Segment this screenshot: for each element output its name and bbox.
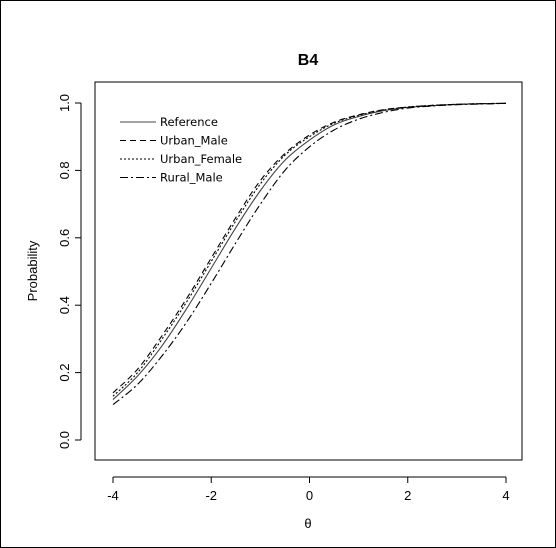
- chart-title: B4: [298, 52, 319, 69]
- x-tick-label: 0: [306, 488, 313, 503]
- x-tick-label: 2: [404, 488, 411, 503]
- y-tick-label: 0.4: [57, 296, 72, 314]
- x-tick-label: -2: [205, 488, 217, 503]
- legend-label: Reference: [160, 115, 218, 129]
- y-tick-label: 0.8: [57, 161, 72, 179]
- legend-label: Urban_Male: [160, 134, 228, 148]
- series-lines: [112, 102, 507, 406]
- legend: Reference Urban_Male Urban_Female Rural_Mal…: [120, 115, 242, 185]
- series-line-rural-male: [112, 102, 507, 406]
- series-line-reference: [112, 102, 507, 400]
- y-axis-label: Probability: [25, 240, 40, 301]
- y-tick-label: 0.2: [57, 364, 72, 382]
- legend-label: Urban_Female: [160, 152, 242, 166]
- y-tick-label: 1.0: [57, 94, 72, 112]
- plot-area: [94, 81, 523, 461]
- x-tick-label: 4: [502, 488, 509, 503]
- y-tick-label: 0.6: [57, 229, 72, 247]
- legend-label: Rural_Male: [160, 171, 223, 185]
- x-tick-label: -4: [107, 488, 119, 503]
- series-line-urban-male: [112, 102, 507, 394]
- x-axis-label: θ: [304, 516, 311, 531]
- y-tick-label: 0.0: [57, 431, 72, 449]
- axes: -4 -2 0 2 4 0.0 0.2 0.4 0.6 0.8 1.0: [57, 94, 510, 503]
